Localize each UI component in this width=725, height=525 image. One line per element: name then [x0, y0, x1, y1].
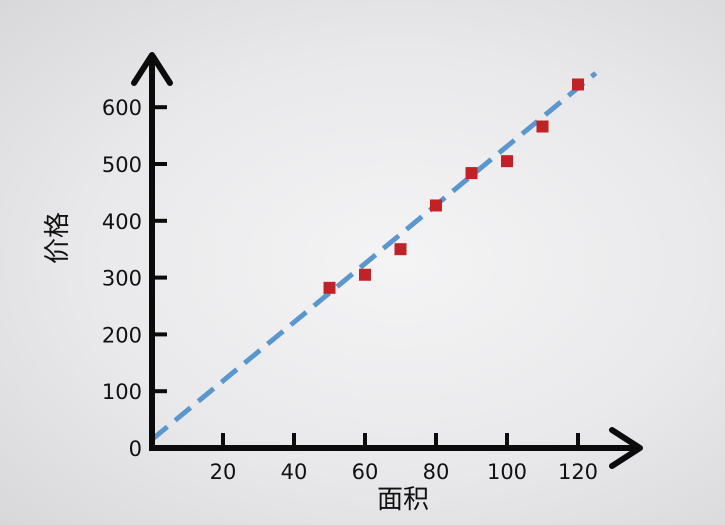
data-point — [465, 167, 478, 180]
y-tick-label: 400 — [102, 210, 142, 234]
data-point — [323, 281, 336, 294]
x-axis-arrowhead — [609, 427, 643, 469]
x-tick-label: 120 — [558, 460, 598, 484]
y-tick-label: 500 — [102, 153, 142, 177]
data-point — [501, 155, 513, 168]
y-axis-arrowhead — [131, 52, 173, 86]
y-tick-label: 100 — [102, 380, 142, 404]
data-point — [572, 78, 584, 91]
y-tick-label: 200 — [102, 323, 142, 347]
x-tick-label: 100 — [487, 460, 527, 484]
x-tick-label: 60 — [352, 460, 379, 484]
data-point — [536, 120, 549, 133]
data-point — [394, 243, 407, 256]
y-tick-label: 600 — [102, 96, 142, 120]
x-axis-title: 面积 — [377, 485, 429, 515]
trend-line — [150, 71, 598, 442]
data-point — [359, 268, 371, 281]
y-axis-title: 价格 — [43, 212, 73, 264]
data-point — [430, 199, 442, 212]
y-tick-label: 0 — [129, 437, 142, 461]
x-tick-label: 80 — [423, 460, 450, 484]
y-tick-label: 300 — [102, 267, 142, 291]
x-tick-label: 40 — [281, 460, 308, 484]
x-tick-label: 20 — [210, 460, 237, 484]
